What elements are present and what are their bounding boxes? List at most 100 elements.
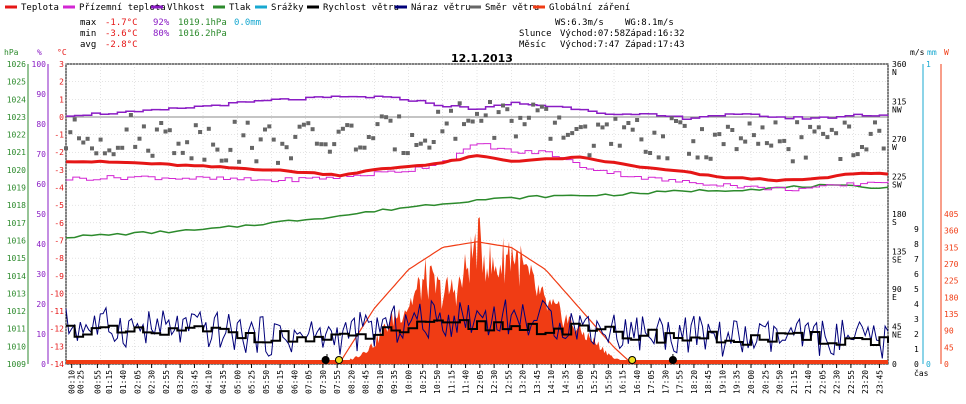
wind-direction-point — [120, 145, 125, 150]
x-tick-label: 06:15 — [276, 370, 285, 394]
wind-direction-point — [267, 124, 272, 129]
tick-pct: 50 — [36, 210, 46, 219]
tick-wind-direction-label: N — [892, 68, 897, 77]
wind-direction-point — [228, 147, 233, 152]
wind-direction-point — [773, 120, 778, 125]
wind-direction-point — [436, 109, 441, 114]
wind-direction-point — [687, 151, 691, 156]
x-tick-label: 22:05 — [818, 370, 827, 394]
wind-direction-point — [90, 146, 94, 151]
x-tick-label: 22:55 — [847, 370, 856, 394]
tick-pct: 0 — [41, 360, 46, 369]
wind-direction-point — [591, 143, 596, 148]
wind-direction-point — [587, 153, 592, 158]
wind-direction-point — [479, 118, 484, 123]
x-tick-label: 07:05 — [305, 370, 314, 394]
wind-direction-point — [111, 152, 116, 157]
tick-wind-direction: 270 — [892, 135, 907, 144]
wind-direction-point — [340, 126, 345, 131]
stat-min-pressure: 1016.2hPa — [178, 29, 227, 39]
x-tick-label: 15:00 — [576, 370, 585, 394]
x-tick-label: 08:45 — [362, 370, 371, 394]
x-tick-label: 20:50 — [776, 370, 785, 394]
axis-unit-ms: m/s — [910, 48, 925, 57]
x-tick-label: 12:55 — [504, 370, 513, 394]
x-tick-label: 00:10 — [68, 370, 77, 394]
wind-direction-point — [72, 117, 77, 122]
stat-moon-set: Západ:17:43 — [625, 40, 685, 50]
x-tick-label: 23:45 — [875, 370, 884, 394]
wind-direction-point — [747, 121, 752, 126]
x-tick-label: 00:55 — [93, 370, 102, 394]
tick-rain: 0 — [926, 360, 931, 369]
x-tick-label: 17:30 — [661, 370, 670, 394]
wind-direction-point — [176, 141, 181, 146]
x-tick-label: 18:45 — [704, 370, 713, 394]
wind-direction-point — [237, 159, 242, 164]
wind-direction-point — [219, 158, 224, 163]
tick-degc: -8 — [54, 254, 64, 263]
tick-pct: 100 — [32, 60, 47, 69]
tick-wind-direction: 135 — [892, 248, 907, 257]
wind-direction-point — [790, 159, 795, 164]
x-tick-label: 05:25 — [248, 370, 257, 394]
wind-direction-point — [725, 124, 730, 129]
tick-hpa: 1021 — [7, 148, 26, 157]
wind-direction-point — [704, 155, 709, 160]
wind-direction-point — [327, 149, 332, 154]
wind-direction-point — [799, 135, 804, 140]
wind-direction-point — [444, 121, 449, 126]
x-tick-label: 11:15 — [447, 370, 456, 394]
wind-direction-point — [847, 124, 852, 129]
wind-direction-point — [323, 142, 328, 147]
stat-wind-gust: WG:8.1m/s — [625, 18, 674, 28]
stat-min-temp: -3.6°C — [105, 29, 138, 39]
wind-direction-point — [712, 132, 717, 137]
x-tick-label: 11:40 — [462, 370, 471, 394]
tick-wind-speed: 7 — [914, 255, 919, 264]
tick-hpa: 1015 — [7, 254, 26, 263]
wind-direction-point — [578, 125, 583, 130]
wind-direction-point — [600, 125, 605, 130]
wind-direction-point — [159, 121, 164, 125]
wind-direction-point — [518, 115, 523, 120]
wind-direction-point — [453, 136, 458, 141]
wind-direction-point — [661, 134, 665, 139]
axis-unit-hpa: hPa — [4, 48, 19, 57]
tick-hpa: 1017 — [7, 219, 26, 228]
wind-direction-point — [319, 142, 324, 147]
wind-direction-point — [189, 156, 194, 161]
tick-degc: -1 — [54, 131, 64, 140]
wind-direction-point — [509, 118, 514, 123]
tick-radiation: 360 — [944, 227, 959, 236]
x-tick-label: 10:50 — [433, 370, 442, 394]
tick-wind-direction: 0 — [892, 360, 897, 369]
axis-unit-w: W — [944, 48, 949, 57]
wind-direction-point — [280, 141, 285, 146]
wind-direction-point — [639, 137, 644, 142]
wind-direction-point — [782, 138, 787, 143]
wind-direction-point — [306, 121, 311, 126]
wind-direction-point — [717, 132, 722, 137]
tick-wind-direction: 225 — [892, 173, 907, 182]
wind-direction-point — [94, 151, 99, 156]
wind-direction-point — [816, 125, 821, 130]
x-tick-label: 01:15 — [105, 370, 114, 394]
wind-direction-point — [137, 136, 142, 141]
x-tick-label: 22:30 — [833, 370, 842, 394]
wind-direction-point — [314, 141, 319, 146]
stat-min-label: min — [80, 29, 96, 39]
tick-wind-speed: 3 — [914, 315, 919, 324]
wind-direction-point — [271, 137, 276, 142]
wind-direction-point — [150, 153, 155, 158]
x-tick-label: 20:00 — [747, 370, 756, 394]
tick-degc: -10 — [50, 289, 65, 298]
wind-direction-point — [392, 147, 397, 152]
wind-direction-point — [414, 143, 419, 147]
tick-pct: 60 — [36, 180, 46, 189]
legend-label: Srážky — [271, 3, 304, 13]
wind-direction-point — [146, 148, 151, 153]
wind-direction-point — [141, 124, 146, 129]
wind-direction-point — [764, 141, 769, 146]
